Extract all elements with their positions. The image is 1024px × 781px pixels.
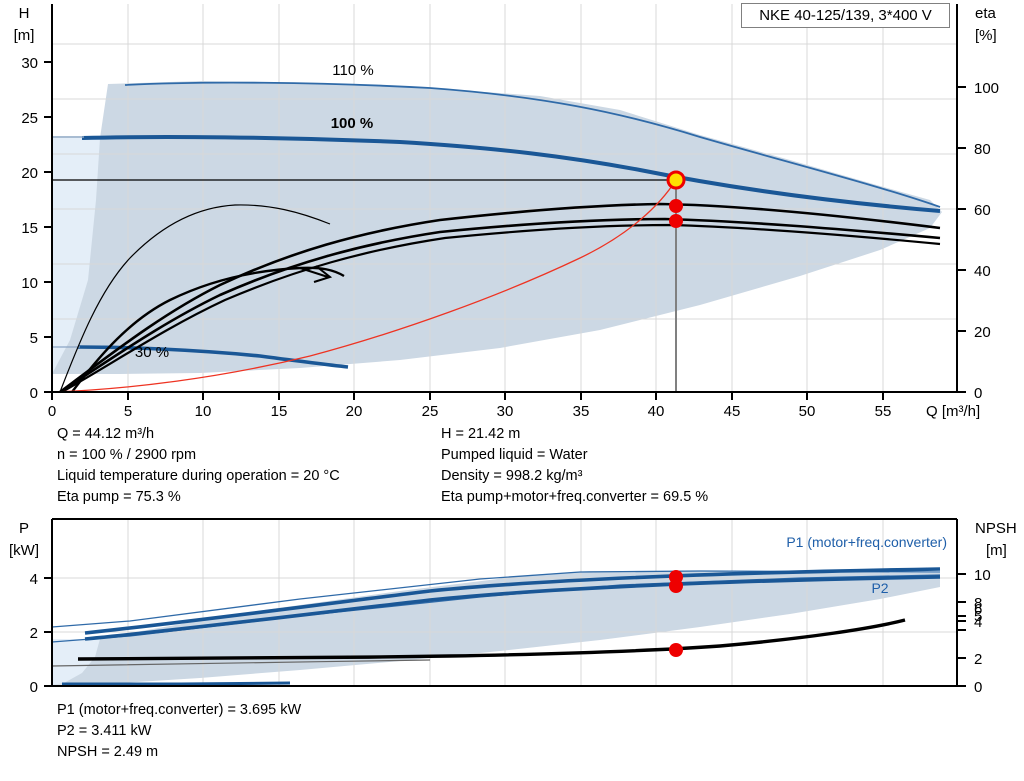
info-npsh: NPSH = 2.49 m xyxy=(57,744,159,760)
info-eta-pump: Eta pump = 75.3 % xyxy=(57,489,181,505)
eta-curve-pump xyxy=(59,202,941,394)
q-tick-35: 35 xyxy=(573,403,590,420)
npsh-curve-thin xyxy=(51,659,431,667)
eta-curve-total xyxy=(59,217,941,394)
power-npsh-chart: 0 2 4 P [kW] 0 2 4 5 6 8 10 NPSH [m] P1 … xyxy=(9,518,1017,695)
duty-point-marker-p2[interactable] xyxy=(669,579,683,593)
npsh-tick-0: 0 xyxy=(974,679,982,695)
head-bottom-ticks xyxy=(51,392,884,400)
npsh-tick-8: 8 xyxy=(974,595,982,612)
power-y-axis-title-line1: P xyxy=(19,520,29,537)
npsh-tick-10: 10 xyxy=(974,567,991,584)
info-pumped-liquid: Pumped liquid = Water xyxy=(441,447,588,463)
series-label-p1: P1 (motor+freq.converter) xyxy=(786,534,947,550)
duty-point-info-right: H = 21.42 m Pumped liquid = Water Densit… xyxy=(441,424,708,508)
series-label-p2: P2 xyxy=(871,580,888,596)
q-tick-45: 45 xyxy=(724,403,741,420)
eta-tick-20: 20 xyxy=(974,324,991,341)
power-left-ticks xyxy=(44,577,52,687)
info-flow: Q = 44.12 m³/h xyxy=(57,426,155,442)
power-y-axis-title-line2: [kW] xyxy=(9,542,39,559)
eta-axis-title-line1: eta xyxy=(975,5,997,22)
q-tick-55: 55 xyxy=(875,403,892,420)
npsh-tick-5: 5 xyxy=(974,608,982,625)
q-tick-10: 10 xyxy=(195,403,212,420)
eta-axis-title-line2: [%] xyxy=(975,27,997,44)
info-density: Density = 998.2 kg/m³ xyxy=(441,468,583,484)
head-curve-100 xyxy=(81,135,941,213)
npsh-curve xyxy=(77,618,906,661)
power-y-tick-2: 2 xyxy=(30,625,38,642)
eta-tick-0: 0 xyxy=(974,385,982,402)
head-y-tick-20: 20 xyxy=(21,165,38,182)
head-y-tick-15: 15 xyxy=(21,220,38,237)
q-tick-20: 20 xyxy=(346,403,363,420)
head-low-speed-band xyxy=(52,138,100,374)
head-curve-110 xyxy=(124,81,941,208)
eta-tick-80: 80 xyxy=(974,141,991,158)
power-curve-30 xyxy=(62,681,291,686)
npsh-axis-title-line1: NPSH xyxy=(975,520,1017,537)
npsh-axis-title-line2: [m] xyxy=(986,542,1007,559)
curve-label-30: 30 % xyxy=(135,344,169,361)
system-curve-red xyxy=(54,179,677,393)
duty-point-marker-eta-pump[interactable] xyxy=(669,199,683,213)
power-curve-p1 xyxy=(84,567,941,635)
q-tick-15: 15 xyxy=(271,403,288,420)
duty-point-marker-head[interactable] xyxy=(666,170,686,190)
head-left-ticks xyxy=(44,61,52,393)
npsh-tick-4: 4 xyxy=(974,614,982,631)
head-y-axis-title-line2: [m] xyxy=(14,27,35,44)
info-temperature: Liquid temperature during operation = 20… xyxy=(57,468,340,484)
pump-model-title: NKE 40-125/139, 3*400 V xyxy=(759,7,932,24)
eta-curve-30 xyxy=(59,204,331,393)
eta-tick-60: 60 xyxy=(974,202,991,219)
duty-point-marker-eta-total[interactable] xyxy=(669,214,683,228)
power-y-tick-0: 0 xyxy=(30,679,38,695)
head-y-tick-30: 30 xyxy=(21,55,38,72)
curve-label-110: 110 % xyxy=(332,62,373,79)
eta-direction-arrow xyxy=(299,265,333,283)
q-tick-5: 5 xyxy=(124,403,132,420)
head-y-tick-25: 25 xyxy=(21,110,38,127)
power-envelope-upper xyxy=(51,570,941,628)
eta-tick-40: 40 xyxy=(974,263,991,280)
power-info-block: P1 (motor+freq.converter) = 3.695 kW P2 … xyxy=(57,700,301,763)
info-p2: P2 = 3.411 kW xyxy=(57,723,152,739)
info-speed: n = 100 % / 2900 rpm xyxy=(57,447,197,463)
head-y-tick-10: 10 xyxy=(21,275,38,292)
eta-tick-100: 100 xyxy=(974,80,999,97)
q-tick-30: 30 xyxy=(497,403,514,420)
q-tick-25: 25 xyxy=(422,403,439,420)
curve-label-100: 100 % xyxy=(331,115,374,132)
npsh-tick-2: 2 xyxy=(974,651,982,668)
eta-curve-secondary xyxy=(61,223,941,393)
pump-model-title-box: NKE 40-125/139, 3*400 V xyxy=(741,3,950,28)
duty-point-marker-npsh[interactable] xyxy=(669,643,683,657)
head-y-tick-5: 5 xyxy=(30,330,38,347)
info-eta-total: Eta pump+motor+freq.converter = 69.5 % xyxy=(441,489,709,505)
power-curve-p2 xyxy=(84,575,941,641)
head-curve-30 xyxy=(77,345,349,369)
npsh-tick-6: 6 xyxy=(974,601,982,618)
power-y-tick-4: 4 xyxy=(30,571,38,588)
head-right-ticks xyxy=(957,86,966,393)
head-y-axis-title-line1: H xyxy=(19,5,30,22)
head-y-tick-0: 0 xyxy=(30,385,38,402)
duty-point-info-left: Q = 44.12 m³/h n = 100 % / 2900 rpm Liqu… xyxy=(57,424,340,508)
info-head: H = 21.42 m xyxy=(441,426,521,442)
npsh-right-ticks xyxy=(957,573,966,687)
q-tick-0: 0 xyxy=(48,403,56,420)
q-axis-title: Q [m³/h] xyxy=(926,403,980,420)
q-tick-40: 40 xyxy=(648,403,665,420)
info-p1: P1 (motor+freq.converter) = 3.695 kW xyxy=(57,702,302,718)
head-flow-chart: 0 5 10 15 20 25 30 H [m] 0 20 40 60 80 1… xyxy=(14,4,999,420)
power-low-speed-band xyxy=(52,639,100,685)
q-tick-50: 50 xyxy=(799,403,816,420)
